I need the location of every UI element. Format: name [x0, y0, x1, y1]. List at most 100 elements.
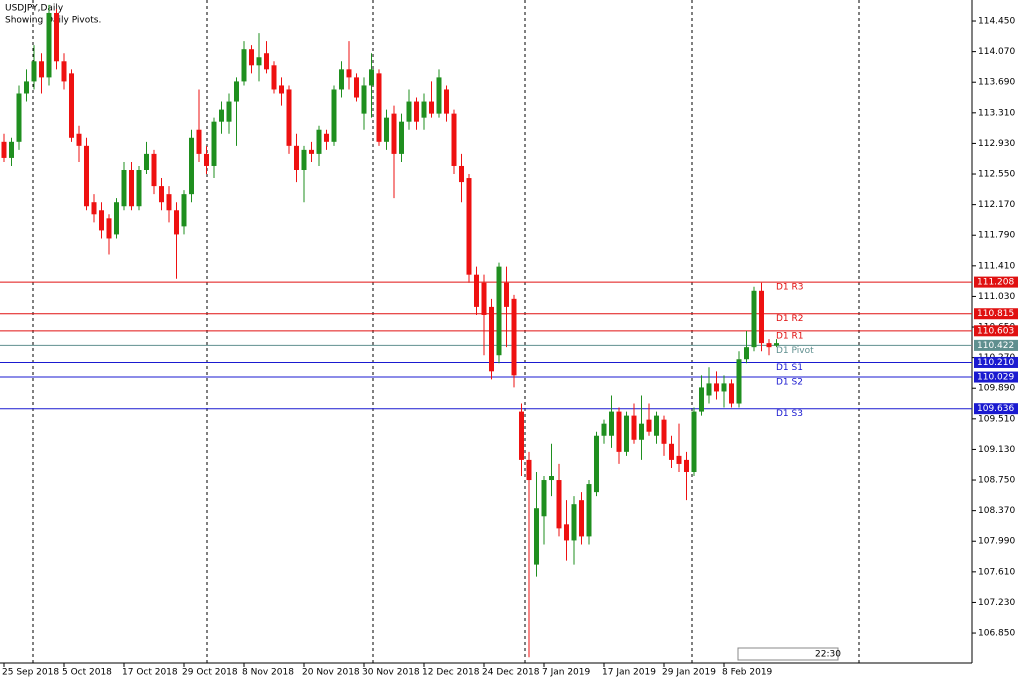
- candle-body: [204, 153, 209, 166]
- candle-body: [151, 153, 157, 187]
- candle-body: [144, 153, 149, 170]
- candle-body: [376, 73, 382, 142]
- y-tick-label: 109.130: [978, 445, 1015, 455]
- candle-body: [46, 12, 52, 78]
- pivot-price-label: 110.210: [977, 358, 1014, 368]
- candle-body: [519, 411, 524, 460]
- candle-body: [744, 347, 749, 360]
- x-tick-label: 24 Dec 2018: [482, 668, 540, 678]
- candle-body: [39, 61, 44, 78]
- pivot-price-label: 111.208: [977, 278, 1014, 288]
- candle-body: [136, 169, 142, 207]
- candle-body: [9, 141, 14, 158]
- y-tick-label: 113.310: [978, 108, 1015, 118]
- candle-body: [256, 57, 262, 66]
- candle-body: [466, 178, 472, 275]
- candle-body: [444, 89, 449, 114]
- candle-body: [279, 85, 284, 94]
- candle-body: [316, 129, 322, 154]
- y-tick-label: 108.370: [978, 506, 1015, 516]
- candle-body: [211, 121, 217, 166]
- x-tick-label: 25 Sep 2018: [2, 668, 59, 678]
- candle-body: [564, 524, 569, 541]
- y-tick-label: 109.890: [978, 384, 1015, 394]
- candle-body: [511, 298, 517, 376]
- x-tick-label: 7 Jan 2019: [542, 668, 590, 678]
- candle-body: [669, 443, 674, 460]
- candle-body: [219, 109, 224, 122]
- status-box: [737, 647, 839, 661]
- candle-body: [114, 202, 119, 235]
- candle-body: [759, 290, 764, 344]
- pivot-price-box: [974, 325, 1018, 337]
- pivot-name: D1 R2: [776, 314, 804, 324]
- candle-body: [91, 202, 97, 215]
- candle-body: [729, 383, 734, 404]
- candle-body: [429, 101, 434, 114]
- candle-body: [601, 423, 607, 436]
- y-tick-label: 111.030: [978, 292, 1015, 302]
- pivot-name: D1 R1: [776, 331, 804, 341]
- y-tick-label: 106.850: [978, 629, 1015, 639]
- candle-body: [166, 194, 172, 211]
- candle-body: [474, 274, 479, 307]
- candle-body: [616, 411, 622, 452]
- y-tick-label: 107.610: [978, 567, 1015, 577]
- candle-body: [489, 306, 494, 372]
- candle-body: [481, 282, 487, 315]
- candle-body: [391, 113, 397, 154]
- clock-label: 22:30: [815, 650, 841, 660]
- candle-body: [541, 480, 547, 517]
- y-tick-label: 109.510: [978, 414, 1015, 424]
- pivot-price-box: [974, 276, 1018, 288]
- candle-body: [16, 93, 22, 142]
- candle-body: [196, 129, 202, 154]
- candle-body: [751, 290, 757, 348]
- pivot-price-label: 110.029: [977, 373, 1014, 383]
- x-tick-label: 20 Nov 2018: [302, 668, 360, 678]
- chart-title: USDJPY,Daily: [5, 4, 64, 14]
- pivot-price-label: 110.422: [977, 341, 1014, 351]
- candle-body: [684, 459, 689, 472]
- candle-body: [586, 484, 592, 537]
- candle-body: [294, 145, 299, 170]
- candle-body: [646, 419, 652, 432]
- candle-body: [736, 359, 742, 404]
- candle-body: [331, 89, 337, 142]
- candle-body: [361, 85, 367, 114]
- candle-body: [384, 117, 389, 142]
- candle-body: [579, 500, 584, 537]
- candle-body: [594, 435, 599, 493]
- candle-body: [676, 455, 682, 464]
- candle-body: [84, 145, 89, 207]
- candle-body: [309, 149, 314, 154]
- y-tick-label: 111.790: [978, 231, 1015, 241]
- candle-body: [766, 343, 772, 348]
- pivot-price-box: [974, 403, 1018, 415]
- x-tick-label: 5 Oct 2018: [62, 668, 112, 678]
- candle-body: [691, 411, 697, 472]
- candle-body: [54, 12, 59, 62]
- candle-body: [631, 415, 637, 440]
- x-tick-label: 8 Feb 2019: [722, 668, 773, 678]
- candle-body: [639, 423, 644, 440]
- candle-body: [174, 210, 179, 235]
- candle-body: [1, 141, 7, 158]
- y-tick-label: 114.070: [978, 47, 1015, 57]
- candle-body: [706, 383, 712, 396]
- candle-body: [69, 73, 74, 138]
- pivot-price-box: [974, 356, 1018, 368]
- candle-body: [129, 169, 134, 207]
- candle-body: [181, 194, 187, 227]
- candle-body: [249, 49, 254, 66]
- candle-body: [301, 149, 307, 170]
- candle-body: [121, 169, 127, 207]
- candle-body: [406, 101, 412, 122]
- candle-body: [556, 480, 562, 529]
- candle-body: [286, 89, 292, 146]
- candle-body: [61, 61, 67, 82]
- candle-body: [436, 77, 442, 114]
- candle-body: [271, 65, 277, 90]
- candle-body: [226, 101, 232, 122]
